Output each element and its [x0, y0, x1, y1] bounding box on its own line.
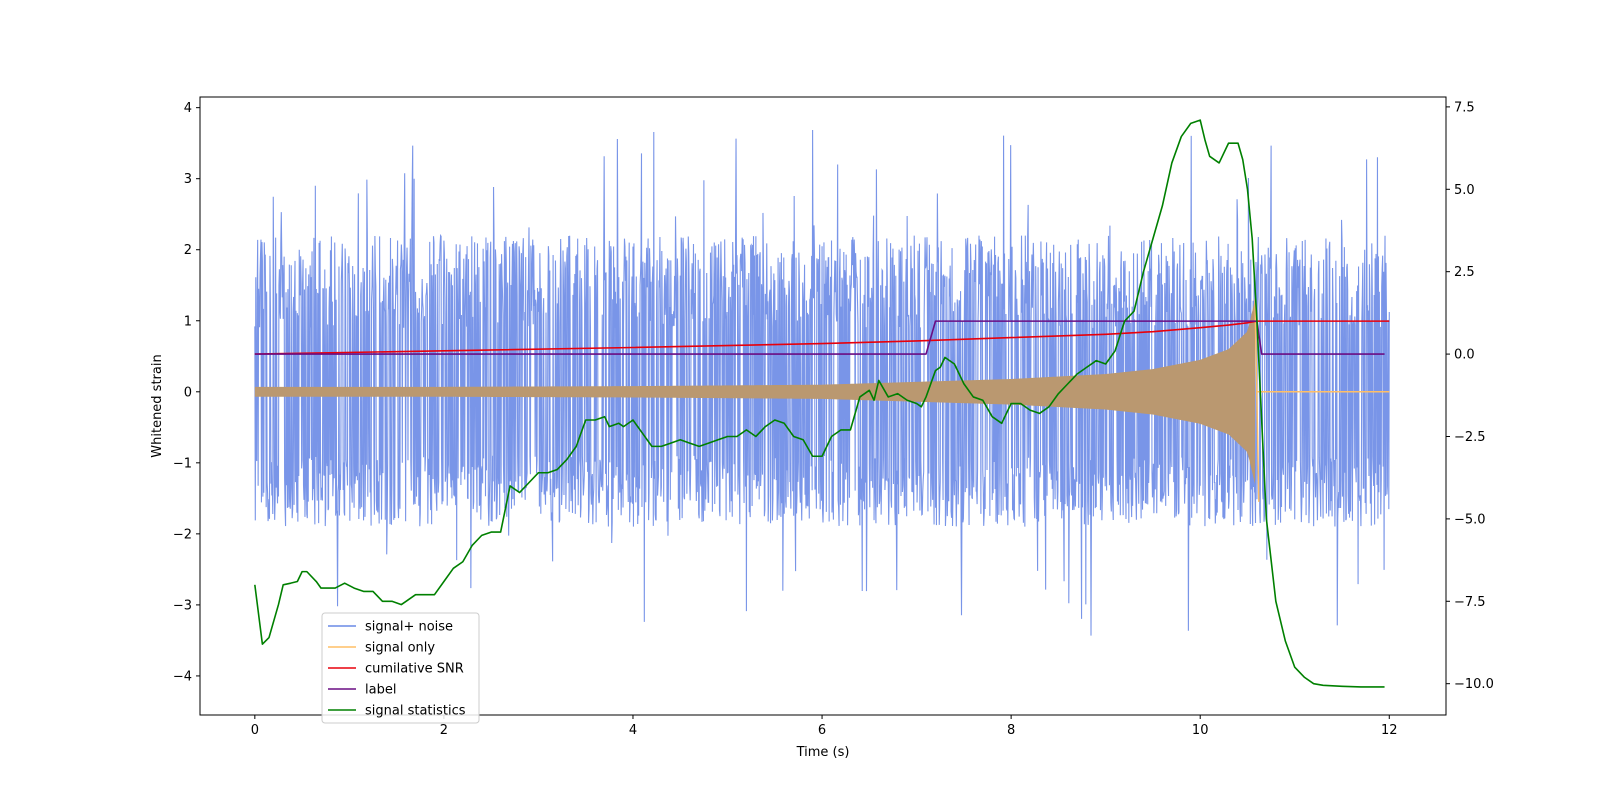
legend-box	[321, 612, 480, 724]
series-signal-only	[254, 299, 1390, 502]
y2-tick-label: 5.0	[1454, 183, 1475, 198]
x-axis: 0 2 4 6 8 10 12	[251, 715, 1398, 738]
y-axis-right: −10.0 −7.5 −5.0 −2.5 0.0 2.5 5.0 7.5	[1446, 100, 1494, 692]
x-tick-label: 10	[1192, 723, 1209, 738]
y2-tick-label: 7.5	[1454, 100, 1475, 115]
x-tick-label: 2	[440, 723, 448, 738]
legend-label: label	[365, 683, 396, 698]
legend-label: signal statistics	[365, 704, 466, 719]
x-tick-label: 6	[818, 723, 826, 738]
legend-item: signal+ noise	[328, 620, 453, 635]
y-tick-label: −4	[173, 669, 192, 684]
y2-tick-label: −7.5	[1454, 595, 1486, 610]
legend-item: signal statistics	[328, 704, 466, 719]
y-axis-label: Whitened strain	[150, 354, 165, 457]
y2-tick-label: 2.5	[1454, 265, 1475, 280]
series-label-line	[254, 320, 1385, 355]
y-tick-label: −2	[173, 527, 192, 542]
plot-area	[254, 119, 1390, 688]
legend-item: cumilative SNR	[328, 662, 464, 677]
y2-tick-label: 0.0	[1454, 348, 1475, 363]
x-tick-label: 12	[1381, 723, 1398, 738]
y-tick-label: 3	[184, 172, 192, 187]
y2-tick-label: −2.5	[1454, 430, 1486, 445]
signal-only-merger	[1254, 299, 1260, 502]
legend-item: label	[328, 683, 396, 698]
x-tick-label: 4	[629, 723, 637, 738]
x-axis-label: Time (s)	[796, 745, 850, 760]
y2-tick-label: −10.0	[1454, 677, 1494, 692]
plot-frame	[199, 96, 1447, 716]
legend-label: cumilative SNR	[365, 662, 464, 677]
y-tick-label: 0	[184, 385, 192, 400]
legend-item: signal only	[328, 641, 435, 656]
signal-noise-line	[254, 129, 1390, 636]
y-tick-label: −1	[173, 456, 192, 471]
series-signal-noise	[254, 129, 1390, 636]
legend-label: signal only	[365, 641, 435, 656]
y-tick-label: −3	[173, 598, 192, 613]
signal-only-envelope	[254, 299, 1256, 485]
legend-label: signal+ noise	[365, 620, 453, 635]
x-tick-label: 0	[251, 723, 259, 738]
y-tick-label: 2	[184, 243, 192, 258]
y-axis-left: −4 −3 −2 −1 0 1 2 3 4	[173, 101, 200, 684]
series-signal-statistics-line	[254, 119, 1385, 688]
y-tick-label: 4	[184, 101, 192, 116]
y2-tick-label: −5.0	[1454, 512, 1486, 527]
series-cumilative-snr-line	[254, 320, 1390, 355]
y-tick-label: 1	[184, 314, 192, 329]
series-lines	[254, 119, 1390, 688]
legend: signal+ noise signal only cumilative SNR la…	[321, 612, 480, 724]
x-tick-label: 8	[1007, 723, 1015, 738]
